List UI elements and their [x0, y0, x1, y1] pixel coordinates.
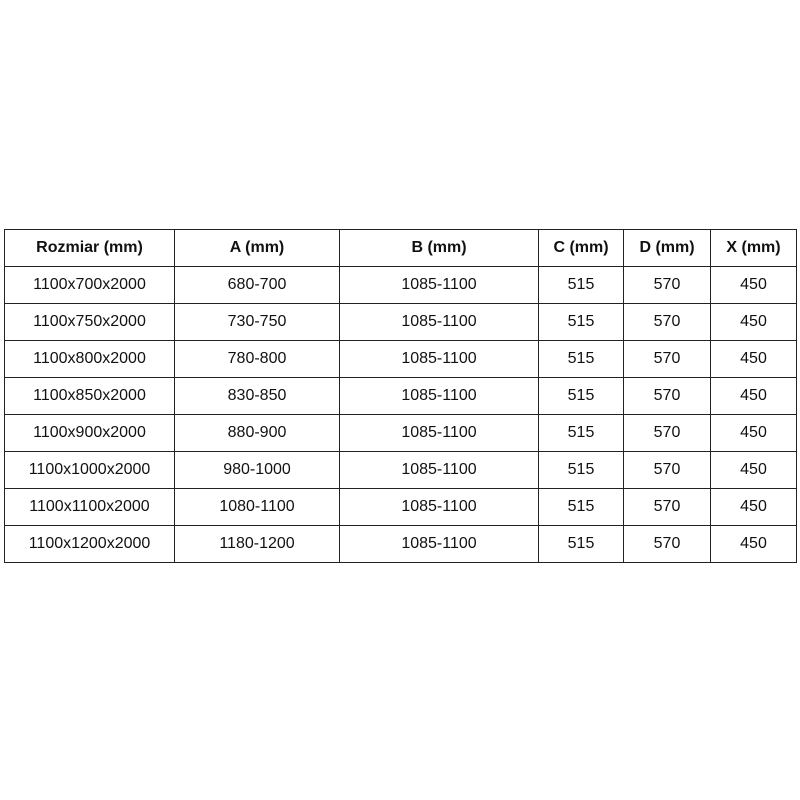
- table-cell: 570: [623, 303, 711, 341]
- table-cell: 1100x700x2000: [4, 266, 175, 304]
- table-cell: 450: [710, 488, 797, 526]
- table-cell: 450: [710, 451, 797, 489]
- table-cell: 880-900: [174, 414, 340, 452]
- table-cell: 1100x1200x2000: [4, 525, 175, 563]
- table-cell: 1085-1100: [339, 377, 539, 415]
- table-cell: 780-800: [174, 340, 340, 378]
- table-cell: 1100x850x2000: [4, 377, 175, 415]
- column-header: A (mm): [174, 229, 340, 267]
- table-row: 1100x750x2000 730-750 1085-1100 515 570 450: [4, 303, 797, 341]
- table-cell: 570: [623, 266, 711, 304]
- table-cell: 450: [710, 525, 797, 563]
- table-cell: 1100x1000x2000: [4, 451, 175, 489]
- header-row: Rozmiar (mm) A (mm) B (mm) C (mm) D (mm) X (m…: [4, 229, 797, 267]
- table-cell: 830-850: [174, 377, 340, 415]
- table-cell: 1100x1100x2000: [4, 488, 175, 526]
- table-cell: 515: [538, 451, 624, 489]
- table-cell: 1085-1100: [339, 340, 539, 378]
- column-header: D (mm): [623, 229, 711, 267]
- dimensions-table: Rozmiar (mm) A (mm) B (mm) C (mm) D (mm) X (m…: [4, 229, 797, 563]
- column-header: Rozmiar (mm): [4, 229, 175, 267]
- table-cell: 1100x800x2000: [4, 340, 175, 378]
- table-cell: 730-750: [174, 303, 340, 341]
- table-cell: 515: [538, 266, 624, 304]
- table-cell: 570: [623, 488, 711, 526]
- table-row: 1100x900x2000 880-900 1085-1100 515 570 450: [4, 414, 797, 452]
- table-cell: 450: [710, 303, 797, 341]
- column-header: X (mm): [710, 229, 797, 267]
- table-row: 1100x1100x2000 1080-1100 1085-1100 515 570 45…: [4, 488, 797, 526]
- table-cell: 515: [538, 488, 624, 526]
- table-cell: 570: [623, 414, 711, 452]
- table-cell: 450: [710, 414, 797, 452]
- column-header: C (mm): [538, 229, 624, 267]
- table-row: 1100x700x2000 680-700 1085-1100 515 570 450: [4, 266, 797, 304]
- table-cell: 1100x900x2000: [4, 414, 175, 452]
- table-cell: 570: [623, 451, 711, 489]
- table-cell: 1085-1100: [339, 414, 539, 452]
- table-cell: 570: [623, 340, 711, 378]
- table-cell: 515: [538, 377, 624, 415]
- table-cell: 515: [538, 414, 624, 452]
- table-cell: 515: [538, 340, 624, 378]
- table-cell: 450: [710, 377, 797, 415]
- table-cell: 515: [538, 303, 624, 341]
- table-cell: 1085-1100: [339, 488, 539, 526]
- table-row: 1100x1200x2000 1180-1200 1085-1100 515 570 45…: [4, 525, 797, 563]
- table-cell: 1085-1100: [339, 451, 539, 489]
- table-row: 1100x800x2000 780-800 1085-1100 515 570 450: [4, 340, 797, 378]
- table-cell: 515: [538, 525, 624, 563]
- table-cell: 680-700: [174, 266, 340, 304]
- table-cell: 1100x750x2000: [4, 303, 175, 341]
- table-row: 1100x850x2000 830-850 1085-1100 515 570 450: [4, 377, 797, 415]
- table-cell: 980-1000: [174, 451, 340, 489]
- table-cell: 1085-1100: [339, 525, 539, 563]
- table-row: 1100x1000x2000 980-1000 1085-1100 515 570 450: [4, 451, 797, 489]
- table-cell: 570: [623, 525, 711, 563]
- table-cell: 1085-1100: [339, 266, 539, 304]
- table-cell: 1085-1100: [339, 303, 539, 341]
- table-cell: 1180-1200: [174, 525, 340, 563]
- column-header: B (mm): [339, 229, 539, 267]
- table-cell: 1080-1100: [174, 488, 340, 526]
- table-cell: 450: [710, 266, 797, 304]
- table-cell: 450: [710, 340, 797, 378]
- table-cell: 570: [623, 377, 711, 415]
